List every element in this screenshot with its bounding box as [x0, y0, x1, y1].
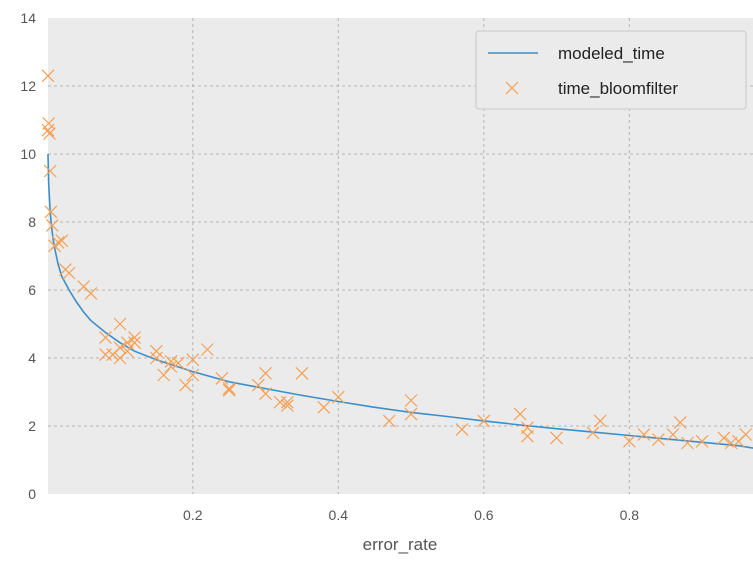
y-tick-label: 4: [28, 350, 36, 366]
data-point: [171, 356, 185, 370]
x-tick-label: 0.2: [183, 507, 203, 523]
y-tick-label: 14: [20, 10, 36, 26]
data-point: [637, 428, 651, 441]
data-point: [84, 286, 98, 300]
data-point: [666, 428, 680, 441]
data-point: [317, 400, 331, 414]
data-point: [521, 421, 534, 435]
y-tick-label: 2: [28, 418, 36, 434]
data-point: [673, 416, 687, 430]
data-point: [200, 343, 214, 356]
data-point: [222, 383, 236, 397]
x-tick-label: 0.8: [620, 507, 640, 523]
data-point: [717, 431, 731, 445]
legend-label-time-bloomfilter: time_bloomfilter: [558, 79, 678, 98]
data-point: [455, 422, 469, 436]
data-point: [164, 354, 178, 368]
data-point: [280, 399, 294, 413]
y-tick-label: 0: [28, 486, 36, 502]
legend-label-modeled-time: modeled_time: [558, 44, 665, 63]
data-point: [128, 336, 142, 350]
data-point: [43, 164, 57, 178]
x-tick-labels: 0.2 0.4 0.6 0.8: [183, 507, 639, 523]
data-point: [593, 414, 607, 428]
y-tick-label: 6: [28, 282, 36, 298]
data-point: [99, 331, 112, 345]
data-point: [622, 434, 636, 448]
data-point: [186, 353, 200, 367]
data-point: [477, 414, 491, 428]
data-point: [186, 368, 200, 382]
x-axis-title: error_rate: [363, 535, 438, 554]
x-tick-label: 0.4: [329, 507, 349, 523]
data-point: [42, 116, 56, 130]
data-point: [179, 378, 192, 392]
data-point: [120, 344, 134, 358]
data-point: [681, 436, 694, 450]
data-point: [149, 344, 163, 358]
data-point: [295, 366, 309, 380]
data-point: [651, 433, 665, 447]
y-tick-label: 8: [28, 214, 36, 230]
data-point: [51, 235, 65, 249]
data-point: [404, 407, 418, 421]
y-tick-label: 10: [20, 146, 36, 162]
data-point: [739, 428, 753, 441]
data-point: [513, 407, 527, 421]
data-point: [259, 366, 272, 380]
modeled-time-line: [47, 153, 753, 449]
data-point: [43, 127, 56, 141]
data-point: [157, 368, 171, 382]
data-point: [382, 414, 396, 428]
series-time-bloomfilter: [41, 69, 753, 450]
data-point: [215, 371, 229, 385]
data-point: [164, 360, 178, 373]
series-modeled-time: [47, 153, 753, 449]
legend: modeled_time time_bloomfilter: [475, 30, 747, 110]
legend-x-swatch: [505, 81, 519, 95]
data-point: [62, 266, 76, 280]
x-tick-label: 0.6: [474, 507, 494, 523]
data-point: [724, 436, 738, 450]
data-point: [41, 69, 55, 83]
data-point: [55, 234, 69, 248]
data-point: [259, 387, 272, 401]
data-point: [404, 394, 418, 407]
y-tick-labels: 0 2 4 6 8 10 12 14: [20, 10, 36, 502]
legend-box: [475, 30, 747, 110]
data-point: [586, 426, 600, 440]
data-point: [113, 341, 127, 355]
data-point: [44, 205, 58, 219]
data-point: [128, 331, 142, 345]
data-point: [113, 317, 127, 331]
data-point: [251, 378, 265, 392]
data-point: [331, 390, 345, 404]
data-point: [550, 431, 563, 445]
data-point: [45, 218, 59, 232]
data-point: [149, 351, 163, 365]
data-point: [222, 382, 236, 396]
y-tick-label: 12: [20, 78, 36, 94]
data-point: [280, 395, 294, 409]
data-point: [695, 434, 709, 448]
